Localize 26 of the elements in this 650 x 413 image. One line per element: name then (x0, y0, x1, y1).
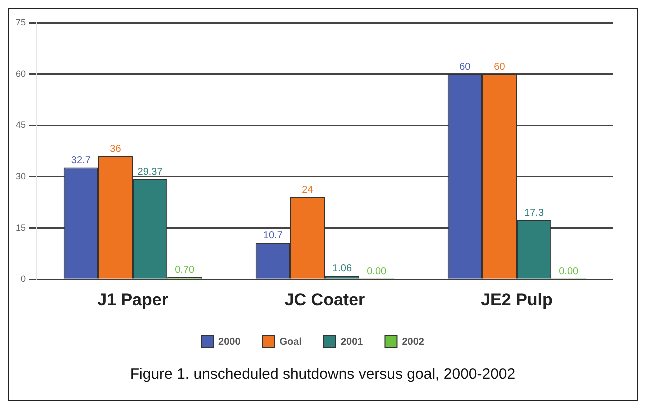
data-label: 10.7 (263, 230, 284, 242)
legend-label: 2000 (218, 336, 242, 348)
x-tick-label: JC Coater (284, 290, 366, 310)
x-tick-label: JE2 Pulp (481, 290, 553, 310)
x-tick-label: J1 Paper (98, 290, 169, 310)
data-label: 0.00 (559, 266, 580, 278)
data-label: 17.3 (524, 208, 544, 220)
y-tick-label: 45 (16, 120, 26, 130)
data-label: 0.00 (367, 266, 388, 278)
data-label: 24 (302, 185, 314, 196)
legend-label: 2001 (340, 336, 364, 348)
data-label: 0.70 (175, 264, 196, 276)
data-label: 1.06 (332, 264, 352, 275)
data-label: 60 (460, 62, 472, 74)
data-label: 32.7 (71, 155, 92, 166)
y-tick-label: 60 (16, 68, 26, 79)
data-label: 36 (110, 144, 122, 156)
y-tick-label: 15 (16, 222, 26, 233)
y-tick-label: 75 (16, 17, 26, 28)
legend-label: 2002 (402, 336, 425, 348)
y-tick-label: 0 (20, 274, 26, 284)
caption: Figure 1. unscheduled shutdowns versus goal, 2000-2002 (129, 366, 517, 383)
legend-label: Goal (280, 336, 302, 348)
y-tick-label: 30 (16, 171, 26, 182)
data-label: 60 (494, 62, 506, 74)
data-label: 29.37 (138, 166, 164, 178)
